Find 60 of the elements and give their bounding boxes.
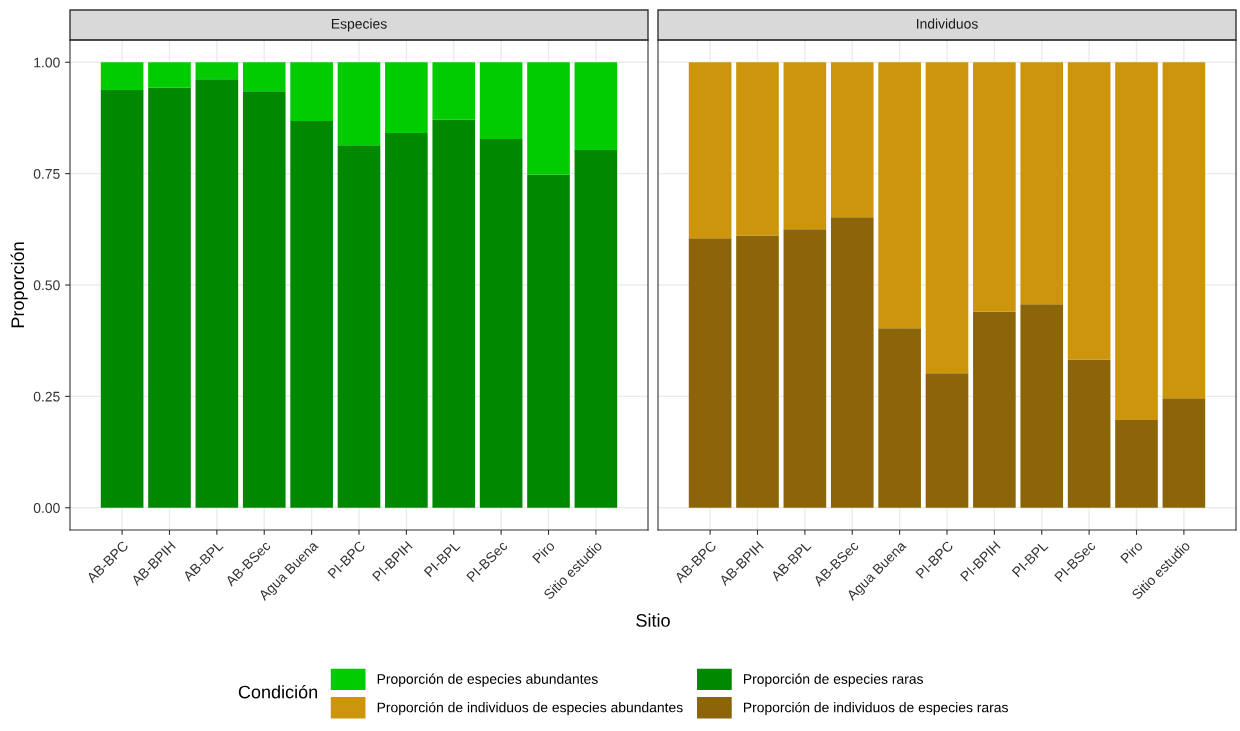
bar <box>925 62 969 374</box>
bar <box>574 150 618 508</box>
bar <box>385 133 428 508</box>
legend-label: Proporción de especies abundantes <box>377 673 598 687</box>
bar <box>878 328 921 508</box>
bar <box>527 174 570 508</box>
legend-label: Proporción de especies raras <box>743 673 923 687</box>
bar <box>385 62 428 134</box>
bar <box>783 229 827 508</box>
bar <box>1162 62 1206 399</box>
bar <box>736 235 779 508</box>
y-tick-label: 0.75 <box>33 168 60 179</box>
bar <box>479 138 523 508</box>
bar <box>1115 62 1158 420</box>
bar <box>432 119 476 508</box>
bar <box>1020 304 1064 508</box>
x-tick-label: Piro <box>531 540 556 564</box>
bar <box>830 62 874 218</box>
y-axis-title: Proporción <box>10 242 28 328</box>
bar <box>1115 419 1158 508</box>
bar <box>688 238 732 508</box>
bar <box>195 79 239 508</box>
y-tick-label: 0.00 <box>33 503 60 513</box>
x-tick-label: Piro <box>1119 540 1144 564</box>
bar <box>100 89 144 508</box>
bar <box>830 217 874 508</box>
bar <box>242 62 286 92</box>
bar <box>100 62 144 90</box>
legend-label: Proporción de individuos de especies raras <box>743 701 1008 716</box>
bar <box>242 91 286 508</box>
bar <box>527 62 570 175</box>
bar <box>195 62 239 80</box>
bar <box>148 87 191 508</box>
chart-title: Individuos <box>917 18 978 29</box>
bar <box>973 62 1016 312</box>
bar <box>1067 62 1111 360</box>
bar <box>290 62 333 122</box>
bar <box>479 62 523 139</box>
y-tick-label: 0.25 <box>33 391 60 402</box>
bar <box>925 373 969 508</box>
bar <box>783 62 827 230</box>
bar <box>148 62 191 88</box>
bar <box>1067 359 1111 508</box>
legend-label: Proporción de individuos de especies abundantes <box>377 701 683 716</box>
bar <box>878 62 921 329</box>
y-tick-label: 1.00 <box>34 57 60 68</box>
bar <box>337 145 381 508</box>
bar <box>973 311 1016 508</box>
x-axis-title: Sitio <box>636 613 670 627</box>
bar <box>736 62 779 236</box>
bar <box>290 121 333 508</box>
chart-title: Especies <box>331 18 387 32</box>
bar <box>337 62 381 146</box>
y-tick-label: 0.50 <box>33 280 60 291</box>
legend-title: Condición <box>238 684 318 699</box>
bar <box>688 62 732 239</box>
bar <box>574 62 618 151</box>
bar <box>1020 62 1064 305</box>
bar <box>1162 398 1206 508</box>
bar <box>432 62 476 120</box>
